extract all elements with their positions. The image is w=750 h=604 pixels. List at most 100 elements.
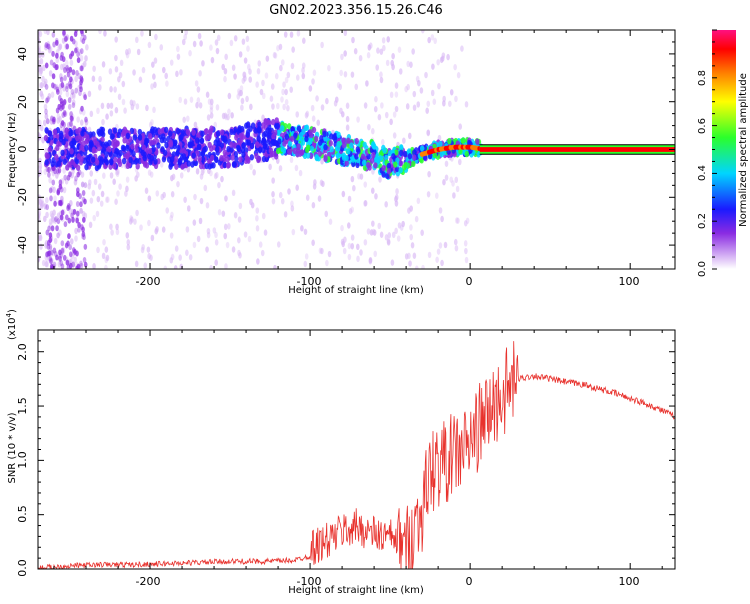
- spectrogram-band-blob: [311, 126, 317, 134]
- spectrogram-noise-blob: [279, 64, 283, 72]
- spectrogram-noise-blob: [220, 175, 224, 183]
- spectrogram-noise-blob: [376, 47, 380, 54]
- spectrogram-noise-blob: [269, 95, 274, 102]
- spectrogram-noise-blob: [409, 224, 413, 231]
- spectrogram-noise-blob: [51, 31, 56, 38]
- spectrogram-band-blob: [125, 132, 131, 140]
- colorbar-tick-label: 0.0: [697, 261, 708, 277]
- spectrogram-noise-blob: [52, 62, 57, 69]
- spectrogram-band-blob: [304, 135, 309, 143]
- spectrogram-noise-blob: [278, 165, 283, 172]
- spectrogram-noise-blob: [78, 193, 82, 200]
- spectrogram-noise-blob: [41, 75, 45, 83]
- spectrogram-noise-blob: [301, 72, 306, 80]
- spectrogram-noise-blob: [67, 80, 72, 87]
- spectrogram-noise-blob: [173, 265, 178, 269]
- spectrogram-noise-blob: [221, 112, 226, 120]
- spectrogram-band-blob: [386, 162, 392, 170]
- spectrogram-noise-blob: [69, 120, 73, 127]
- spectrogram-noise-blob: [435, 256, 439, 263]
- spectrogram-noise-blob: [284, 88, 288, 96]
- spectrogram-noise-blob: [356, 116, 360, 123]
- spectrogram-band-blob: [147, 147, 153, 155]
- spectrogram-noise-blob: [255, 207, 260, 214]
- spectrogram-noise-blob: [80, 181, 85, 188]
- spectrogram-band-blob: [88, 139, 94, 147]
- spectrogram-noise-blob: [405, 103, 410, 110]
- spectrogram-band-blob: [304, 124, 310, 131]
- spectrogram-noise-blob: [79, 262, 84, 269]
- spectrogram-noise-blob: [73, 179, 78, 186]
- spectrogram-noise-blob: [223, 223, 228, 231]
- spectrogram-noise-blob: [356, 255, 360, 263]
- spectrogram-noise-blob: [391, 63, 395, 71]
- spectrogram-band-blob: [349, 142, 354, 149]
- spectrogram-noise-blob: [280, 59, 285, 66]
- spectrogram-noise-blob: [441, 52, 446, 59]
- spectrogram-band-blob: [267, 127, 272, 135]
- spectrogram-noise-blob: [179, 69, 183, 76]
- spectrogram-noise-blob: [65, 83, 70, 90]
- spectrogram-noise-blob: [427, 36, 431, 44]
- spectrogram-noise-blob: [185, 226, 190, 233]
- spectrogram-noise-blob: [75, 210, 80, 217]
- spectrogram-noise-blob: [255, 215, 259, 222]
- spectrogram-noise-blob: [159, 161, 164, 168]
- spectrogram-noise-blob: [286, 71, 291, 79]
- spectrogram-noise-blob: [343, 71, 348, 78]
- spectrogram-noise-blob: [412, 252, 417, 259]
- spectrogram-band-blob: [341, 137, 347, 145]
- spectrogram-noise-blob: [52, 247, 57, 254]
- spectrogram-band-blob: [355, 161, 360, 169]
- spectrogram-noise-blob: [416, 197, 421, 205]
- snr-panel: -200 -100 0 100 Height of straight line …: [5, 309, 676, 596]
- spectrogram-noise-blob: [451, 180, 455, 187]
- spectrogram-noise-blob: [52, 116, 56, 123]
- spectrogram-noise-blob: [84, 55, 88, 62]
- spectrogram-band-blob: [113, 151, 118, 158]
- spectrogram-band-blob: [153, 158, 158, 165]
- spectrogram-noise-blob: [449, 89, 454, 96]
- spectrogram-noise-blob: [392, 132, 397, 139]
- spectrogram-ytick-label: 20: [16, 95, 29, 109]
- spectrogram-noise-blob: [223, 75, 227, 83]
- spectrogram-noise-blob: [229, 39, 234, 47]
- spectrogram-band-blob: [381, 164, 386, 172]
- spectrogram-noise-blob: [76, 57, 81, 64]
- spectrogram-noise-blob: [303, 228, 308, 235]
- snr-y-axis-label: SNR (10 * v/v): [7, 412, 18, 483]
- spectrogram-noise-blob: [442, 100, 446, 107]
- spectrogram-band-blob: [317, 150, 323, 157]
- spectrogram-band-blob: [300, 149, 305, 156]
- spectrogram-noise-blob: [350, 206, 355, 213]
- spectrogram-noise-blob: [72, 208, 77, 215]
- spectrogram-noise-blob: [217, 209, 222, 216]
- spectrogram-band-blob: [125, 144, 130, 152]
- spectrogram-noise-blob: [65, 90, 70, 98]
- spectrogram-noise-blob: [67, 217, 72, 224]
- spectrogram-band-blob: [191, 129, 196, 136]
- spectrogram-noise-blob: [289, 156, 294, 164]
- spectrogram-noise-blob: [95, 210, 100, 218]
- spectrogram-noise-blob: [396, 235, 401, 242]
- spectrogram-band-blob: [354, 137, 359, 145]
- spectrogram-band-blob: [103, 152, 109, 159]
- spectrogram-noise-blob: [65, 214, 69, 221]
- spectrogram-noise-blob: [63, 75, 67, 82]
- spectrogram-noise-blob: [446, 53, 450, 61]
- spectrogram-noise-blob: [334, 96, 339, 103]
- spectrogram-noise-blob: [64, 59, 69, 67]
- snr-x-axis-label: Height of straight line (km): [288, 585, 424, 596]
- spectrogram-noise-blob: [42, 64, 46, 72]
- spectrogram-noise-blob: [426, 191, 431, 198]
- spectrogram-noise-blob: [92, 65, 96, 72]
- spectrogram-noise-blob: [163, 265, 168, 269]
- spectrogram-noise-blob: [214, 259, 218, 266]
- spectrogram-noise-blob: [66, 205, 70, 212]
- spectrogram-noise-blob: [227, 108, 231, 115]
- spectrogram-noise-blob: [62, 30, 66, 37]
- spectrogram-band-blob: [240, 125, 245, 133]
- spectrogram-noise-blob: [339, 69, 343, 77]
- spectrogram-band-blob: [271, 118, 276, 126]
- spectrogram-noise-blob: [320, 158, 324, 165]
